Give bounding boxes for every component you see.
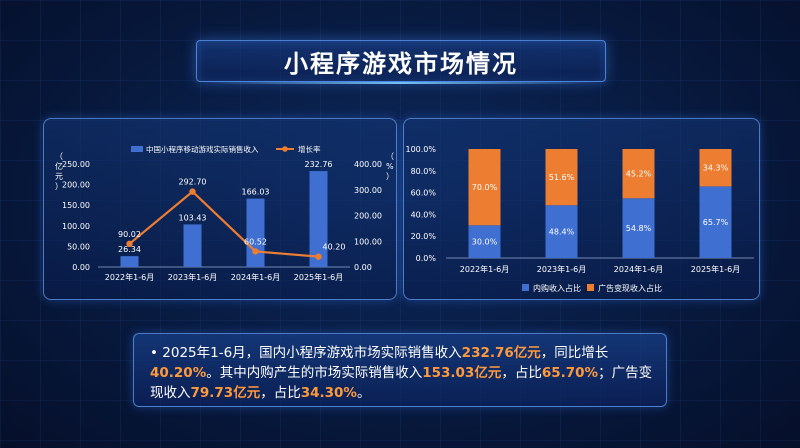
ad-share-segment	[622, 149, 655, 199]
inapp-share-segment	[622, 198, 655, 258]
summary-fragment: 。	[356, 385, 371, 401]
y2-tick-label: 400.00	[354, 160, 382, 169]
ad-share-label: 45.2%	[626, 170, 652, 179]
highlight-figure: 79.73亿元	[190, 385, 261, 401]
title-glow-line	[208, 82, 592, 84]
revenue-chart-panel: 中国小程序移动游戏实际销售收入 增长率 （亿元） （%） 0.00 50.00 100.00…	[43, 118, 397, 300]
revenue-bar-label: 103.43	[179, 213, 207, 222]
revenue-bar-label: 166.03	[242, 188, 270, 197]
summary-text: • 2025年1-6月，国内小程序游戏市场实际销售收入232.76亿元，同比增长…	[150, 343, 658, 403]
x-tick-label: 2025年1-6月	[294, 272, 343, 282]
summary-fragment: ，占比	[260, 385, 301, 401]
inapp-share-label: 48.4%	[549, 228, 575, 237]
highlight-figure: 40.20%	[150, 365, 207, 381]
summary-fragment: ，同比增长	[540, 345, 609, 361]
y-tick-label: 150.00	[62, 201, 90, 210]
legend-inapp-swatch	[522, 284, 529, 291]
growth-rate-point	[252, 248, 259, 255]
bullet-dot: •	[150, 345, 163, 361]
summary-fragment: 2025年1-6月，国内小程序游戏市场实际销售收入	[162, 345, 462, 361]
legend-inapp-label: 内购收入占比	[533, 283, 581, 293]
y-tick-label: 50.00	[67, 242, 90, 251]
y-tick-label: 100.00	[62, 222, 90, 231]
growth-rate-label: 60.52	[244, 237, 267, 246]
y2-tick-label: 0.00	[354, 263, 372, 272]
summary-fragment: 。其中内购产生的市场实际销售收入	[206, 365, 423, 381]
y2-axis-title: （%）	[386, 152, 394, 181]
legend-bar-swatch	[131, 146, 143, 152]
x-tick-label: 2023年1-6月	[168, 272, 217, 282]
x-tick-label: 2024年1-6月	[614, 264, 663, 274]
y-tick-label: 60.0%	[411, 189, 437, 198]
x-tick-label: 2023年1-6月	[537, 264, 586, 274]
x-tick-label: 2022年1-6月	[460, 264, 509, 274]
inapp-share-segment	[699, 186, 732, 258]
legend-ad-swatch	[587, 284, 594, 291]
revenue-bar	[246, 198, 265, 267]
x-tick-label: 2025年1-6月	[691, 264, 740, 274]
legend-ad-label: 广告变现收入占比	[598, 283, 662, 293]
revenue-bar	[120, 256, 139, 267]
revenue-bar	[183, 224, 202, 267]
y-tick-label: 0.0%	[416, 254, 437, 263]
growth-rate-point	[315, 253, 322, 260]
legend-line-label: 增长率	[298, 144, 321, 154]
inapp-share-label: 65.7%	[703, 218, 729, 227]
y-tick-label: 0.00	[72, 263, 90, 272]
inapp-share-label: 30.0%	[472, 238, 498, 247]
growth-rate-label: 40.20	[323, 243, 346, 252]
y-tick-label: 80.0%	[411, 167, 437, 176]
highlight-figure: 34.30%	[300, 385, 357, 401]
highlight-figure: 232.76亿元	[461, 345, 541, 361]
y2-tick-label: 200.00	[354, 212, 382, 221]
revenue-bar-label: 232.76	[305, 160, 333, 169]
inapp-share-segment	[545, 205, 578, 258]
highlight-figure: 65.70%	[541, 365, 599, 381]
highlight-figure: 153.03亿元	[422, 365, 502, 381]
y2-tick-label: 300.00	[354, 186, 382, 195]
growth-rate-point	[126, 240, 133, 248]
x-tick-label: 2022年1-6月	[105, 272, 154, 282]
growth-rate-line	[128, 190, 319, 258]
y-tick-label: 200.00	[62, 181, 90, 190]
summary-note: • 2025年1-6月，国内小程序游戏市场实际销售收入232.76亿元，同比增长…	[133, 333, 667, 407]
inapp-share-segment	[468, 225, 501, 258]
page-title-frame: 小程序游戏市场情况	[196, 40, 606, 82]
revenue-share-chart-panel: 0.0% 20.0% 40.0% 60.0% 80.0% 100.0% 30.0% 70.0%…	[403, 118, 760, 300]
growth-rate-point	[189, 188, 196, 195]
y-tick-label: 20.0%	[411, 232, 437, 241]
ad-share-label: 70.0%	[472, 183, 498, 192]
ad-share-segment	[699, 149, 732, 187]
ad-share-segment	[545, 149, 578, 206]
page-title: 小程序游戏市场情况	[284, 49, 518, 78]
revenue-share-stacked-chart: 0.0% 20.0% 40.0% 60.0% 80.0% 100.0% 30.0% 70.0%…	[405, 145, 754, 293]
y-tick-label: 40.0%	[411, 210, 437, 219]
summary-fragment: ；广告变现收入	[150, 365, 653, 401]
growth-rate-label: 90.02	[118, 230, 141, 239]
summary-fragment: ，占比	[501, 365, 542, 381]
growth-rate-label: 292.70	[179, 178, 207, 187]
ad-share-label: 34.3%	[703, 164, 729, 173]
revenue-bar-label: 26.34	[118, 245, 141, 254]
ad-share-label: 51.6%	[549, 173, 575, 182]
revenue-growth-chart: 中国小程序移动游戏实际销售收入 增长率 （亿元） （%） 0.00 50.00 100.00…	[55, 144, 394, 282]
x-tick-label: 2024年1-6月	[231, 272, 280, 282]
y-tick-label: 250.00	[62, 160, 90, 169]
y-axis-title: （亿元）	[55, 152, 63, 191]
inapp-share-label: 54.8%	[626, 224, 652, 233]
y2-tick-label: 100.00	[354, 237, 382, 246]
ad-share-segment	[468, 149, 501, 226]
legend-line-marker	[282, 146, 288, 152]
y-tick-label: 100.0%	[405, 145, 436, 154]
legend-bar-label: 中国小程序移动游戏实际销售收入	[146, 144, 259, 154]
revenue-bar	[309, 171, 328, 267]
